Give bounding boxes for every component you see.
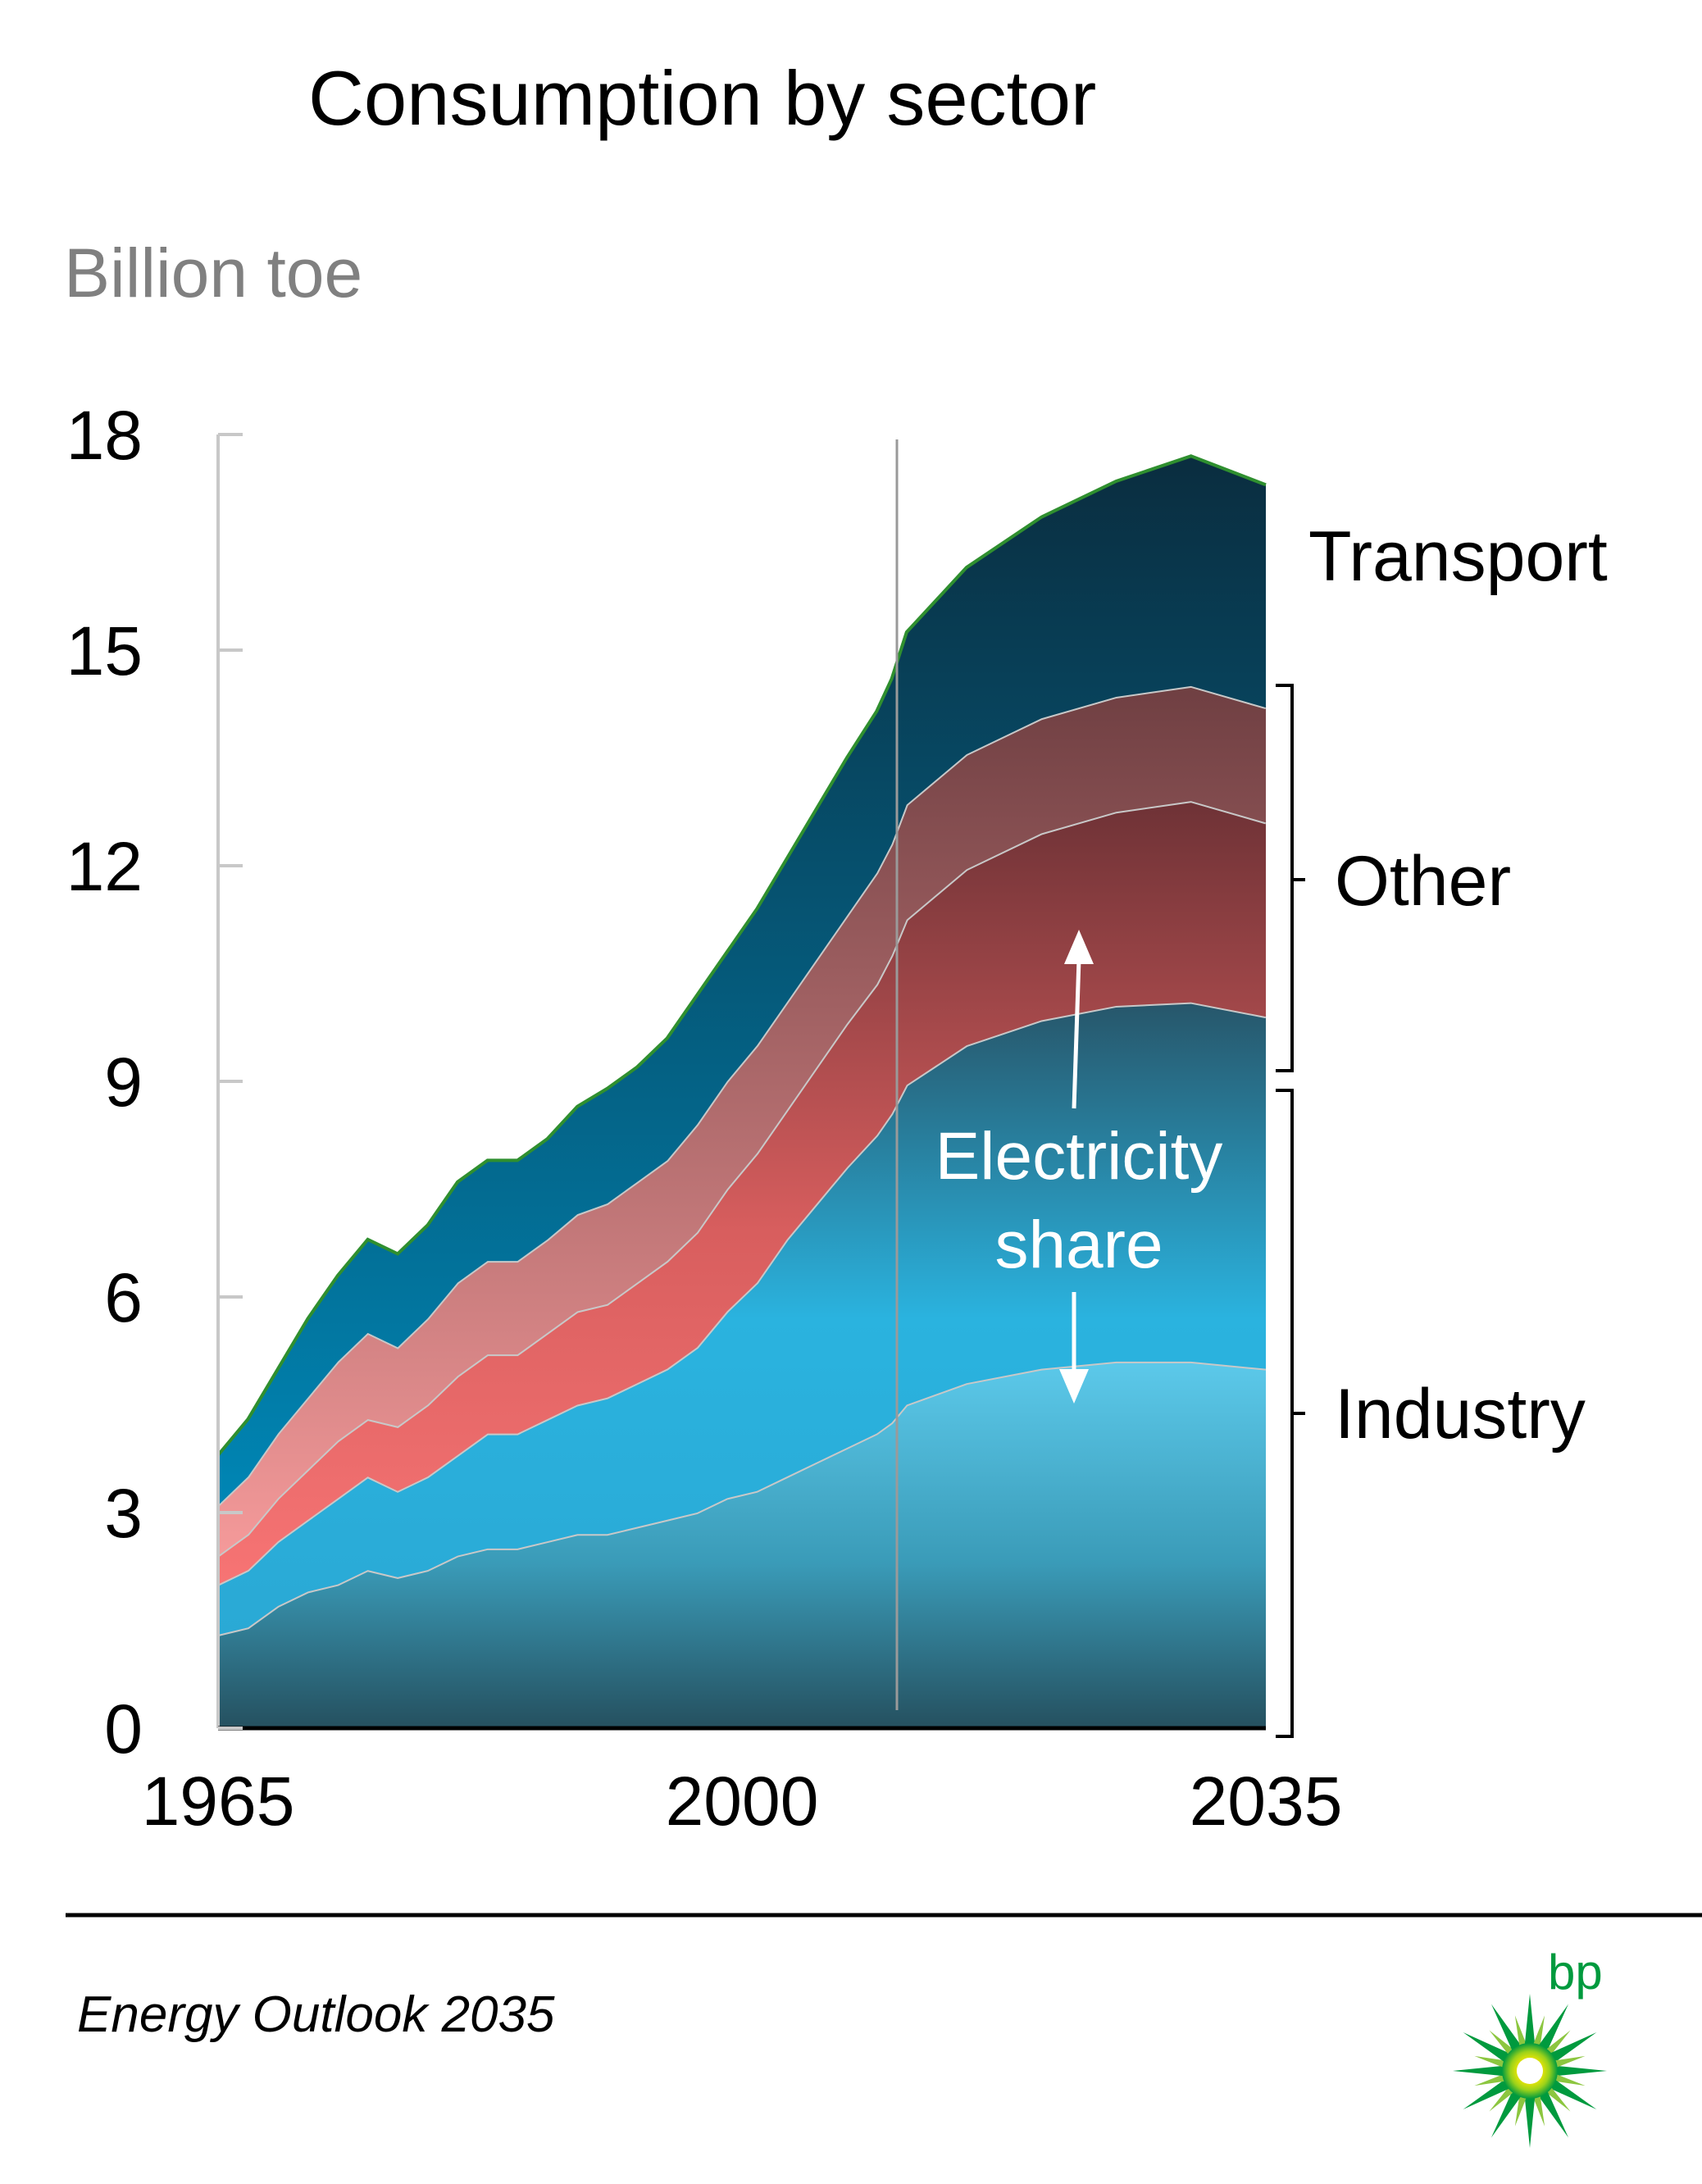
series-label-transport: Transport	[1308, 517, 1608, 596]
electricity-share-label-line2: share	[994, 1208, 1163, 1282]
helios-petal	[1474, 2055, 1511, 2070]
area-other-elec	[218, 685, 1266, 1556]
x-tick-label-2035: 2035	[1190, 1763, 1343, 1840]
y-tick-label-3: 3	[104, 1475, 143, 1552]
helios-petal	[1548, 2078, 1597, 2109]
helios-petal	[1453, 2065, 1506, 2077]
helios-petal	[1463, 2032, 1512, 2063]
x-tick-label-2000: 2000	[666, 1763, 819, 1840]
helios-petal	[1537, 2089, 1568, 2138]
chart-title: Consumption by sector	[308, 55, 1096, 141]
y-tick-label-18: 18	[66, 397, 143, 474]
footer-publication: Energy Outlook 2035	[77, 1986, 555, 2043]
y-tick-label-6: 6	[104, 1259, 143, 1336]
y-tick-label-9: 9	[104, 1044, 143, 1121]
other-bracket	[1276, 684, 1305, 1072]
y-tick-label-12: 12	[66, 828, 143, 905]
helios-petal	[1531, 2015, 1545, 2052]
series-label-industry: Industry	[1335, 1375, 1586, 1454]
helios-petal	[1549, 2055, 1586, 2070]
helios-petal	[1491, 2089, 1522, 2138]
y-tick-label-0: 0	[104, 1690, 143, 1768]
area-industry-base	[218, 1361, 1266, 1728]
electricity-arrow-up	[1064, 930, 1094, 1109]
area-boundary-transport	[216, 454, 1267, 1457]
area-industry-elec	[218, 1002, 1266, 1636]
area-series-group	[216, 454, 1267, 1728]
electricity-share-label-line1: Electricity	[935, 1119, 1223, 1194]
helios-petal	[1463, 2078, 1512, 2109]
helios-petal	[1537, 2004, 1568, 2053]
bp-logo-text: bp	[1548, 1945, 1603, 2000]
helios-petal	[1549, 2072, 1586, 2086]
industry-bracket	[1276, 1089, 1305, 1738]
axes-group: 0 3 6 9 12 15 18 1965 2000 2035	[66, 397, 1343, 1840]
x-tick-label-1965: 1965	[142, 1763, 295, 1840]
y-tick-label-15: 15	[66, 612, 143, 689]
helios-petal	[1524, 1994, 1536, 2047]
area-transport	[218, 456, 1266, 1506]
y-axis-label: Billion toe	[64, 234, 362, 312]
bp-logo: bp	[1453, 1945, 1607, 2148]
helios-petal	[1554, 2065, 1607, 2077]
helios-petal	[1514, 2090, 1529, 2127]
electricity-arrow-down	[1059, 1292, 1089, 1404]
helios-petal	[1491, 2004, 1522, 2053]
helios-petal	[1524, 2095, 1536, 2148]
series-label-other: Other	[1335, 842, 1511, 921]
helios-petal	[1548, 2032, 1597, 2063]
area-other-base	[218, 801, 1266, 1585]
